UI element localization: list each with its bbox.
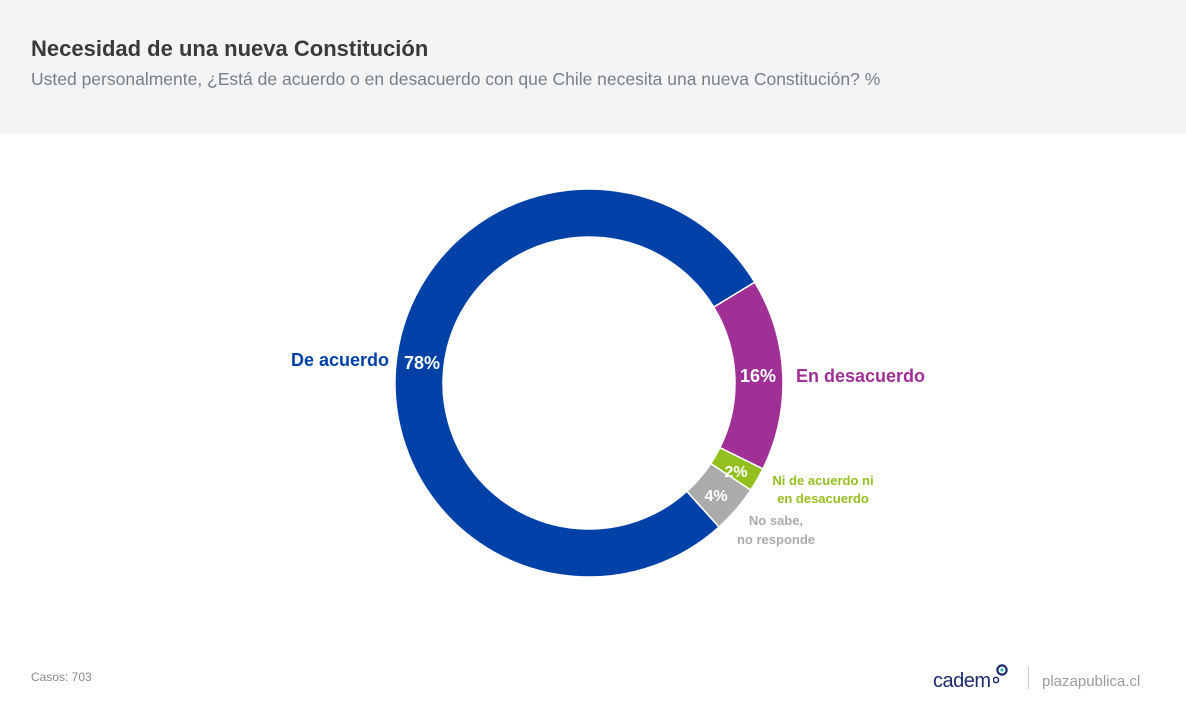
logo-mark-icon [993,664,1008,684]
category-label-no-sabe: No sabe, no responde [737,513,815,547]
donut-slice-de-acuerdo [394,188,756,578]
cases-count: Casos: 703 [31,670,92,684]
value-label-no-sabe: 4% [704,488,727,505]
chart-subtitle: Usted personalmente, ¿Está de acuerdo o … [31,69,881,89]
brand-wordmark: cadem [933,670,991,692]
donut-slice-no-sabe [685,462,752,529]
header-band: Necesidad de una nueva Constitución Uste… [0,0,1186,134]
value-label-de-acuerdo: 78% [404,353,440,373]
category-label-ni-de-acuerdo: Ni de acuerdo ni en desacuerdo [772,473,873,506]
site-url: plazapublica.cl [1042,673,1141,690]
cadem-logo: cadem [933,664,1015,696]
category-label-de-acuerdo: De acuerdo [291,350,389,370]
category-label-en-desacuerdo: En desacuerdo [796,366,925,386]
value-label-en-desacuerdo: 16% [740,366,776,386]
footer-separator [1028,667,1029,689]
value-label-ni-de-acuerdo: 2% [724,464,747,481]
chart-title: Necesidad de una nueva Constitución [31,36,429,61]
